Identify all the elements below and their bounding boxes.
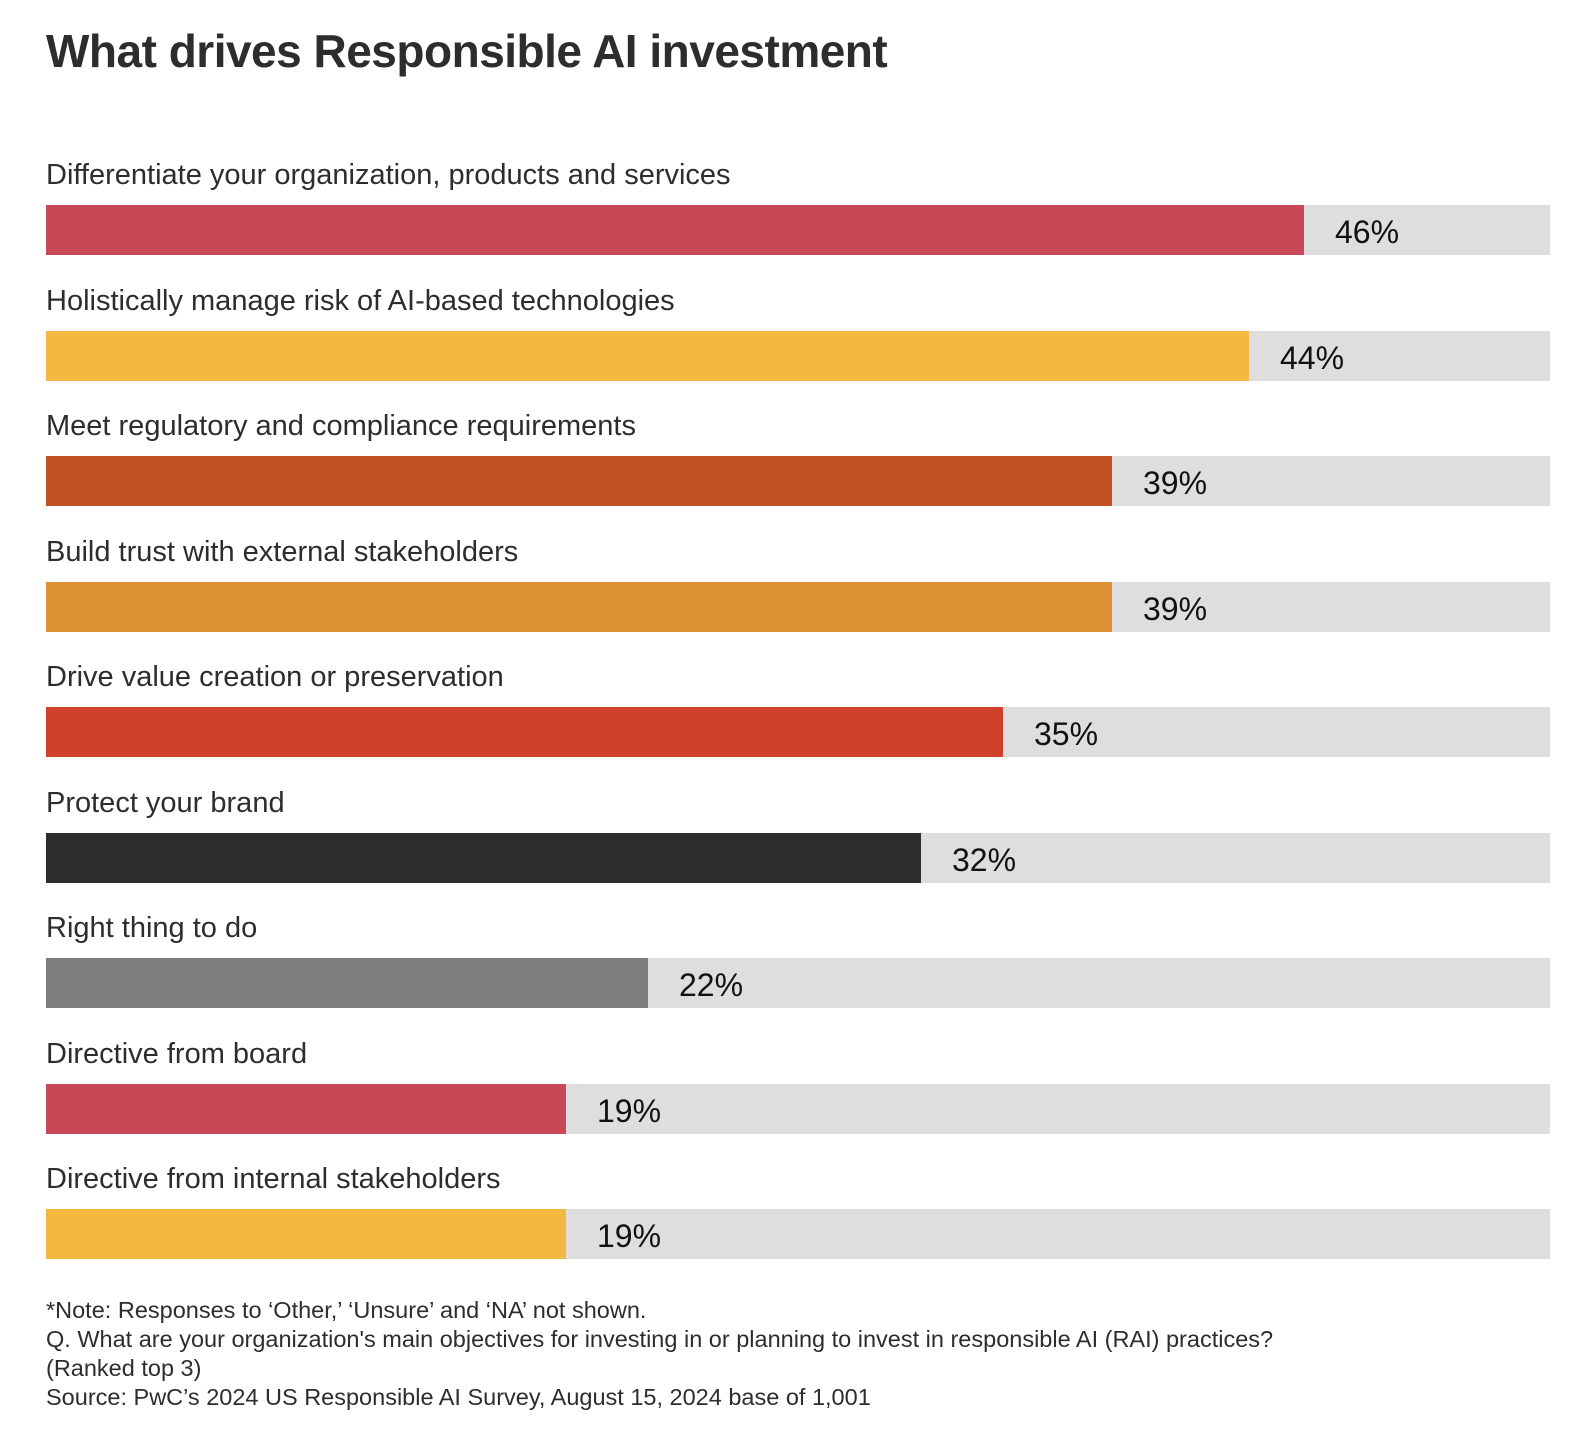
bar-track: 32%: [46, 832, 1550, 883]
bar-row: Protect your brand 32%: [46, 778, 1550, 904]
bar-track: 39%: [46, 581, 1550, 632]
category-label: Directive from internal stakeholders: [46, 1163, 501, 1195]
value-label: 19%: [597, 1092, 662, 1129]
bar-row: Drive value creation or preservation 35%: [46, 652, 1550, 778]
value-label: 39%: [1143, 465, 1208, 501]
bar: [46, 205, 1304, 255]
bar-track: 35%: [46, 707, 1550, 757]
bar: [46, 1209, 566, 1259]
category-label: Directive from board: [46, 1037, 308, 1070]
bar-chart: Differentiate your organization, product…: [46, 150, 1550, 1280]
bar: [46, 832, 921, 883]
survey-question: Q. What are your organization's main obj…: [46, 1326, 1274, 1352]
bar-track: 22%: [46, 958, 1550, 1008]
value-label: 32%: [952, 841, 1017, 878]
bar-track: 39%: [46, 456, 1550, 506]
bar: [46, 1083, 566, 1134]
category-label: Right thing to do: [46, 912, 258, 944]
bar: [46, 456, 1112, 506]
bar-track: 44%: [46, 330, 1550, 381]
value-label: 44%: [1280, 339, 1345, 376]
value-label: 39%: [1143, 590, 1208, 627]
bar-row: Directive from internal stakeholders 19%: [46, 1154, 1550, 1280]
bar-track: 19%: [46, 1083, 1550, 1134]
bar: [46, 958, 648, 1008]
bar-row: Directive from board 19%: [46, 1029, 1550, 1155]
chart-title: What drives Responsible AI investment: [46, 25, 888, 77]
bar-row: Build trust with external stakeholders 39…: [46, 527, 1550, 653]
ranked-note: (Ranked top 3): [46, 1355, 202, 1381]
bar: [46, 330, 1249, 381]
bar-track: 19%: [46, 1209, 1550, 1259]
category-label: Protect your brand: [46, 786, 285, 819]
bar-row: Right thing to do 22%: [46, 903, 1550, 1029]
note-text: *Note: Responses to ‘Other,’ ‘Unsure’ an…: [46, 1297, 647, 1323]
category-label: Drive value creation or preservation: [46, 661, 504, 693]
bar-track: 46%: [46, 205, 1550, 255]
category-label: Meet regulatory and compliance requireme…: [46, 410, 636, 442]
bar-row: Meet regulatory and compliance requireme…: [46, 401, 1550, 527]
bar-row: Holistically manage risk of AI-based tec…: [46, 276, 1550, 402]
category-label: Differentiate your organization, product…: [46, 159, 731, 191]
value-label: 46%: [1335, 214, 1400, 250]
bar: [46, 581, 1112, 632]
bar-row: Differentiate your organization, product…: [46, 150, 1550, 276]
source-text: Source: PwC’s 2024 US Responsible AI Sur…: [46, 1384, 871, 1410]
value-label: 19%: [597, 1218, 662, 1254]
value-label: 35%: [1034, 716, 1099, 752]
chart-notes: *Note: Responses to ‘Other,’ ‘Unsure’ an…: [46, 1296, 1556, 1412]
bar: [46, 707, 1003, 757]
value-label: 22%: [679, 967, 744, 1003]
category-label: Holistically manage risk of AI-based tec…: [46, 284, 675, 317]
category-label: Build trust with external stakeholders: [46, 535, 519, 568]
